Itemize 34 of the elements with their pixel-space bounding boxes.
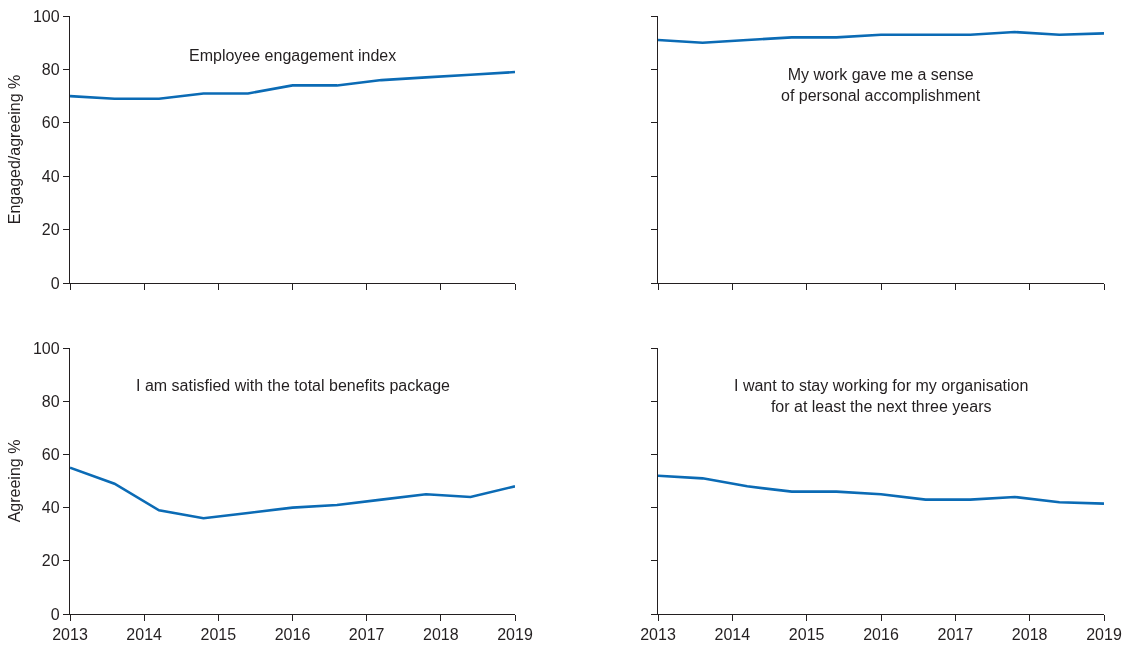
x-tick-label: 2019 (1086, 626, 1122, 644)
y-tick-label: 40 (41, 499, 60, 517)
y-tick-label: 40 (41, 167, 60, 185)
line-series (70, 466, 515, 520)
y-tick-label: 80 (41, 392, 60, 410)
x-tick-label: 2013 (640, 626, 676, 644)
x-tick-label: 2017 (937, 626, 974, 644)
y-tick-label: 80 (41, 61, 60, 78)
x-tick-label: 2017 (348, 626, 385, 644)
x-tick-label: 2018 (1011, 626, 1048, 644)
y-tick-label: 20 (41, 552, 60, 570)
x-tick-label: 2015 (200, 626, 237, 644)
y-tick-label: 60 (41, 114, 60, 132)
x-tick-label: 2014 (126, 626, 163, 644)
line-series (70, 70, 515, 101)
text: Employee engagement index (189, 47, 397, 64)
x-tick-label: 2013 (52, 626, 88, 644)
x-tick-label: 2015 (788, 626, 825, 644)
x-tick-label: 2016 (863, 626, 899, 644)
x-tick-label: 2014 (714, 626, 751, 644)
y-tick-label: 20 (41, 221, 60, 239)
x-tick-label: 2019 (497, 626, 533, 644)
text: I am satisfied with the total benefits package (136, 377, 451, 394)
y-tick-label: 60 (41, 446, 60, 463)
text: My work gave me a sense of personal accomplishment (781, 66, 981, 104)
y-tick-label: 100 (32, 339, 60, 357)
text: I want to stay working for my organisation for at least the next three years (734, 377, 1029, 415)
y-tick-label: 0 (50, 605, 60, 623)
x-tick-label: 2018 (423, 626, 459, 644)
y-tick-label: 100 (32, 7, 60, 25)
x-tick-label: 2016 (274, 626, 311, 644)
y-axis-title: Engaged/agreeing % (5, 74, 23, 225)
y-axis-title: Agreeing % (5, 439, 23, 523)
y-tick-label: 0 (50, 274, 60, 292)
